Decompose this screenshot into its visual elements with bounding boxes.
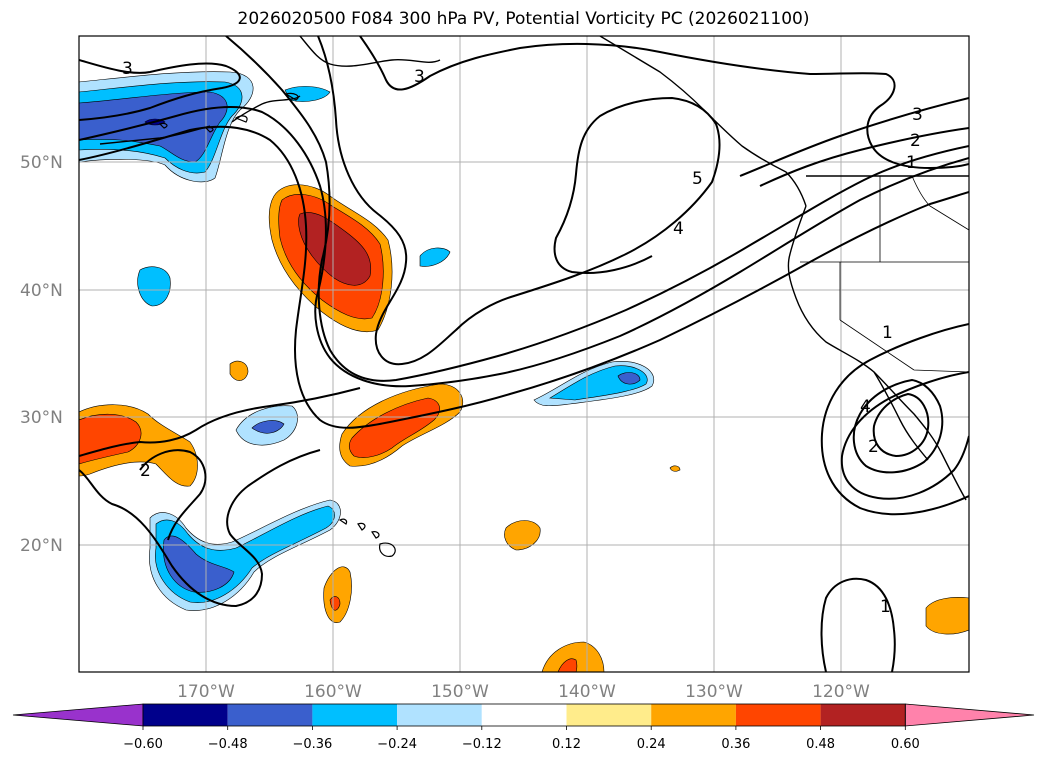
warm-anomaly-33n-165w bbox=[229, 360, 249, 381]
blue-anomaly-42n-150w bbox=[419, 247, 451, 267]
lat-label-20n: 20°N bbox=[20, 536, 63, 556]
colorbar-segment bbox=[397, 704, 482, 726]
contour-label: 4 bbox=[673, 219, 684, 239]
contour-label: 2 bbox=[868, 437, 879, 457]
colorbar-segment bbox=[227, 704, 313, 726]
contour-label: 1 bbox=[882, 323, 893, 343]
lon-label-130w: 130°W bbox=[685, 682, 743, 702]
baja-coast bbox=[873, 371, 929, 461]
colorbar-tick-label: 0.12 bbox=[552, 737, 581, 752]
contour-label: 4 bbox=[860, 397, 871, 417]
contour-label: 3 bbox=[414, 67, 425, 87]
colorbar: −0.60 −0.48 −0.36 −0.24 −0.12 0.12 0.24 0.36 0.4… bbox=[12, 703, 1035, 752]
latitude-labels: 50°N 40°N 30°N 20°N bbox=[20, 153, 63, 556]
warm-anomaly-12n-140w bbox=[541, 641, 605, 672]
pv-contours bbox=[79, 36, 969, 672]
warm-anomaly-26n-133w bbox=[669, 465, 681, 472]
colorbar-tick-label: −0.60 bbox=[123, 737, 163, 752]
positive-pv-anomalies bbox=[79, 184, 969, 672]
contour-label: 3 bbox=[912, 105, 923, 125]
us-west-coast bbox=[787, 205, 967, 501]
contour-2-southwest bbox=[79, 449, 321, 608]
contour-2-cutoff bbox=[840, 371, 969, 500]
colorbar-extend-min bbox=[12, 703, 144, 727]
contour-5-ridge bbox=[317, 36, 721, 366]
lon-label-140w: 140°W bbox=[558, 682, 616, 702]
contour-4-ridge bbox=[225, 36, 969, 382]
contour-label: 2 bbox=[910, 131, 921, 151]
hawaii-islands bbox=[338, 518, 396, 557]
lat-label-30n: 30°N bbox=[20, 408, 63, 428]
lat-label-40n: 40°N bbox=[20, 281, 63, 301]
colorbar-tick-label: 0.48 bbox=[806, 737, 835, 752]
colorbar-segment bbox=[820, 704, 906, 726]
contour-3-cutoff bbox=[852, 378, 944, 474]
longitude-labels: 170°W 160°W 150°W 140°W 130°W 120°W bbox=[177, 682, 870, 702]
colorbar-segment bbox=[735, 704, 821, 726]
blue-anomaly-40n-170w bbox=[137, 266, 171, 307]
warm-anomaly-12n-140w-core bbox=[557, 658, 578, 672]
contour-3-east bbox=[739, 97, 969, 177]
contour-3-aleutian bbox=[79, 59, 241, 121]
blue-anomaly-aleutian-core bbox=[79, 91, 228, 163]
warm-anomaly-30n-155w-core bbox=[348, 397, 440, 458]
colorbar-tick-label: 0.36 bbox=[721, 737, 750, 752]
contour-2-subtropical bbox=[79, 387, 361, 457]
map-frame bbox=[78, 35, 970, 673]
warm-anomaly-15n-160w bbox=[323, 566, 352, 623]
map-area: 3 3 2 1 5 4 2 1 3 4 2 1 bbox=[79, 36, 969, 672]
colorbar-frame bbox=[142, 703, 906, 727]
colorbar-tick-label: 0.24 bbox=[637, 737, 666, 752]
contour-1-cutoff bbox=[820, 323, 969, 516]
map-title: 2026020500 F084 300 hPa PV, Potential Vo… bbox=[237, 9, 810, 29]
colorbar-segment bbox=[481, 704, 567, 726]
contour-label: 2 bbox=[140, 461, 151, 481]
blue-anomaly-33n-137w-core bbox=[617, 372, 641, 385]
contour-label: 3 bbox=[122, 59, 133, 79]
lon-label-120w: 120°W bbox=[812, 682, 870, 702]
contour-1-south bbox=[820, 577, 896, 672]
contour-labels: 3 3 2 1 5 4 2 1 3 4 2 1 bbox=[122, 59, 923, 617]
warm-anomaly-45n-160w-core bbox=[298, 212, 372, 286]
state-borders bbox=[800, 175, 969, 373]
warm-anomaly-20n-145w bbox=[504, 520, 541, 551]
colorbar-segment bbox=[566, 704, 652, 726]
colorbar-segment bbox=[312, 704, 398, 726]
contour-1-gulf bbox=[79, 125, 969, 429]
colorbar-extend-max bbox=[904, 703, 1035, 727]
kodiak-islands bbox=[158, 92, 299, 133]
blue-anomaly-30n-165w-core bbox=[251, 420, 285, 434]
contour-1-southwest bbox=[139, 449, 207, 541]
lon-label-160w: 160°W bbox=[304, 682, 362, 702]
colorbar-segment bbox=[143, 704, 228, 726]
contour-5-north bbox=[359, 36, 969, 170]
contour-4-cutoff bbox=[872, 392, 930, 458]
contour-2-aleutian bbox=[79, 106, 969, 388]
warm-anomaly-15n-115w bbox=[925, 597, 969, 635]
colorbar-tick-label: −0.48 bbox=[208, 737, 248, 752]
negative-pv-anomalies bbox=[79, 71, 654, 611]
lat-label-50n: 50°N bbox=[20, 153, 63, 173]
colorbar-tick-label: 0.60 bbox=[891, 737, 920, 752]
contour-2-east bbox=[759, 127, 969, 187]
colorbar-segment bbox=[651, 704, 736, 726]
colorbar-tick-label: −0.24 bbox=[377, 737, 417, 752]
colorbar-tick-label: −0.12 bbox=[462, 737, 502, 752]
colorbar-tick-label: −0.36 bbox=[292, 737, 332, 752]
lon-label-170w: 170°W bbox=[177, 682, 235, 702]
contour-label: 5 bbox=[692, 169, 703, 189]
lon-label-150w: 150°W bbox=[431, 682, 489, 702]
contour-label: 1 bbox=[906, 153, 917, 173]
contour-label: 1 bbox=[880, 597, 891, 617]
coastlines bbox=[99, 36, 969, 557]
